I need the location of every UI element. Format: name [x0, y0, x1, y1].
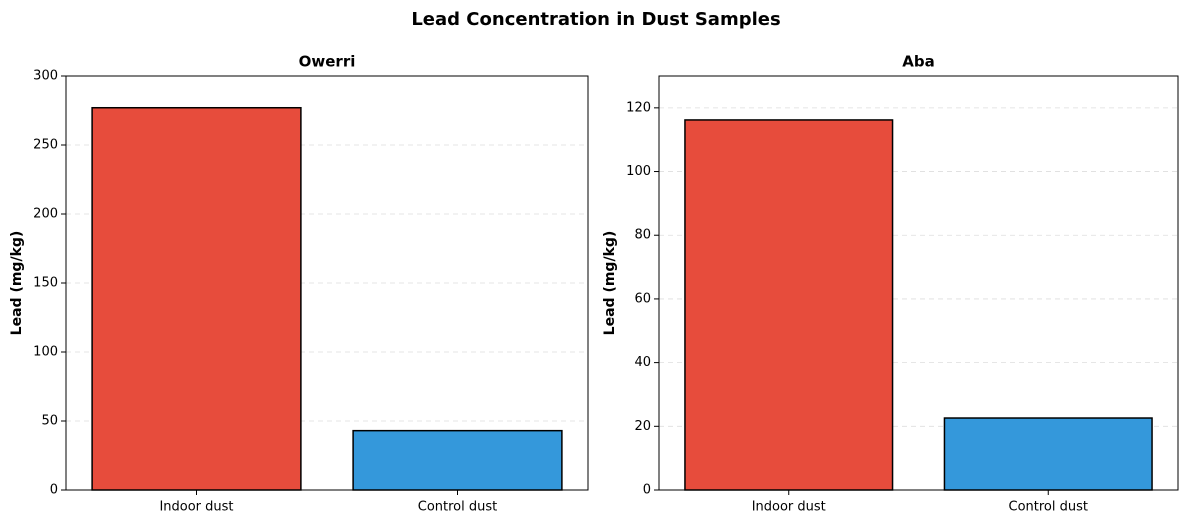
x-tick-label: Control dust — [1009, 500, 1089, 515]
y-tick-label: 60 — [634, 291, 651, 306]
x-tick-label: Indoor dust — [159, 500, 233, 515]
x-tick-label: Control dust — [418, 500, 498, 515]
y-tick-label: 100 — [33, 345, 58, 360]
bar — [943, 417, 1153, 491]
y-tick-label: 0 — [643, 483, 651, 498]
bar — [684, 119, 894, 491]
plot-frame — [65, 75, 589, 491]
y-tick-label: 40 — [634, 355, 651, 370]
bar — [91, 106, 302, 491]
y-tick-label: 50 — [41, 414, 58, 429]
y-axis-label: Lead (mg/kg) — [602, 231, 618, 336]
bar — [352, 429, 563, 491]
plot-frame — [658, 75, 1179, 491]
figure-title: Lead Concentration in Dust Samples — [411, 9, 780, 30]
subplot-title: Owerri — [299, 53, 356, 71]
y-tick-label: 0 — [50, 483, 58, 498]
y-tick-label: 250 — [33, 138, 58, 153]
y-tick-label: 300 — [33, 69, 58, 84]
y-tick-label: 200 — [33, 207, 58, 222]
y-tick-label: 20 — [634, 419, 651, 434]
x-tick-label: Indoor dust — [752, 500, 826, 515]
y-axis-label: Lead (mg/kg) — [9, 231, 25, 336]
y-tick-label: 120 — [626, 100, 651, 115]
y-tick-label: 100 — [626, 164, 651, 179]
y-tick-label: 150 — [33, 276, 58, 291]
subplot-title: Aba — [902, 53, 934, 71]
y-tick-label: 80 — [634, 228, 651, 243]
